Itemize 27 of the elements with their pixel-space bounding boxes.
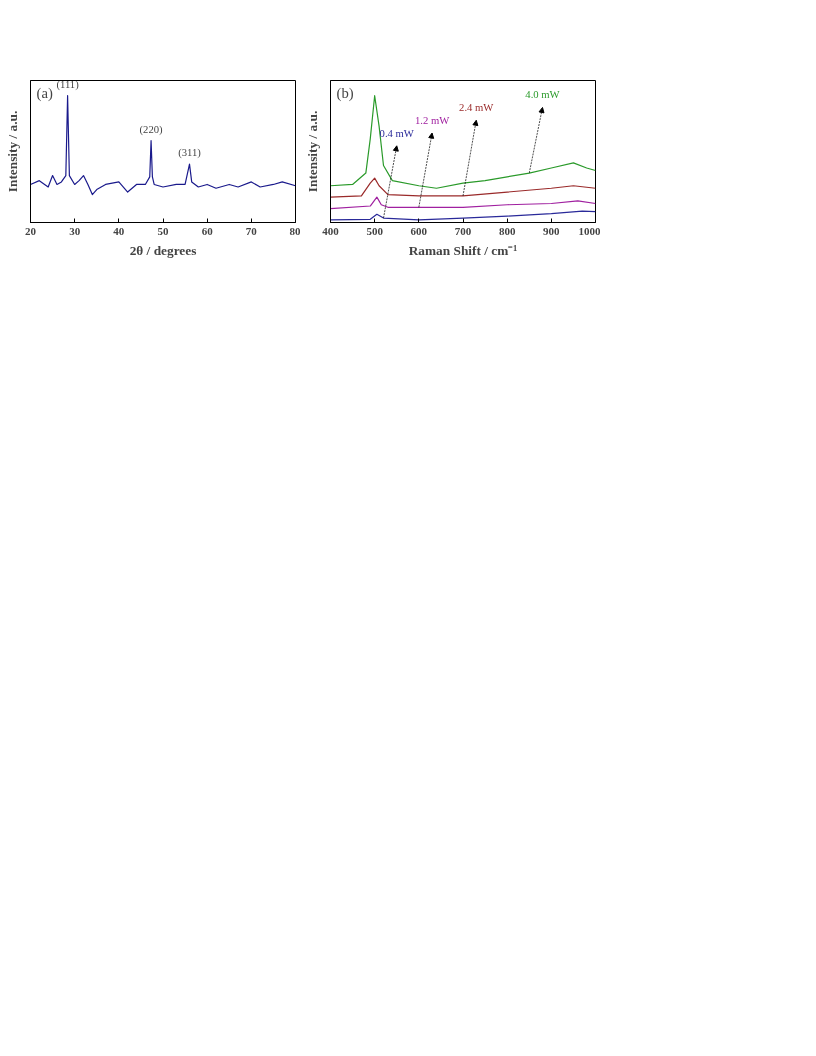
x-tick-label: 80 [289, 224, 301, 237]
x-tick-label: 700 [454, 224, 472, 237]
y-axis-title: Intensity / a.u. [4, 110, 20, 193]
annotation: (220) [139, 123, 164, 136]
x-tick-label: 60 [201, 224, 214, 237]
x-tick-label: 600 [410, 224, 428, 237]
x-tick-label: 50 [157, 224, 169, 237]
x-tick-label: 500 [366, 224, 384, 237]
annotation: (311) [178, 147, 202, 160]
x-tick-label: 30 [69, 224, 81, 237]
x-axis-title: Raman Shift / cm⁻¹ [408, 242, 518, 258]
annotation: (a) [36, 84, 53, 102]
annotation: (111) [56, 78, 80, 91]
text: 2.4 mW [459, 102, 495, 113]
x-tick-label: 40 [113, 224, 125, 237]
annotation: (b) [336, 84, 354, 102]
x-tick-label: 20 [25, 224, 37, 237]
text: 1.2 mW [414, 114, 451, 126]
x-axis-title: 2θ / degrees [129, 242, 197, 258]
x-tick-label: 70 [245, 224, 258, 237]
x-tick-label: 900 [543, 224, 561, 237]
x-tick-label: 400 [322, 224, 340, 237]
text: 4.0 mW [525, 89, 561, 101]
y-axis-title: Intensity / a.u. [304, 110, 320, 193]
text: 0.4 mW [379, 127, 415, 139]
x-tick-label: 1000 [578, 224, 601, 237]
x-tick-label: 800 [498, 224, 516, 237]
